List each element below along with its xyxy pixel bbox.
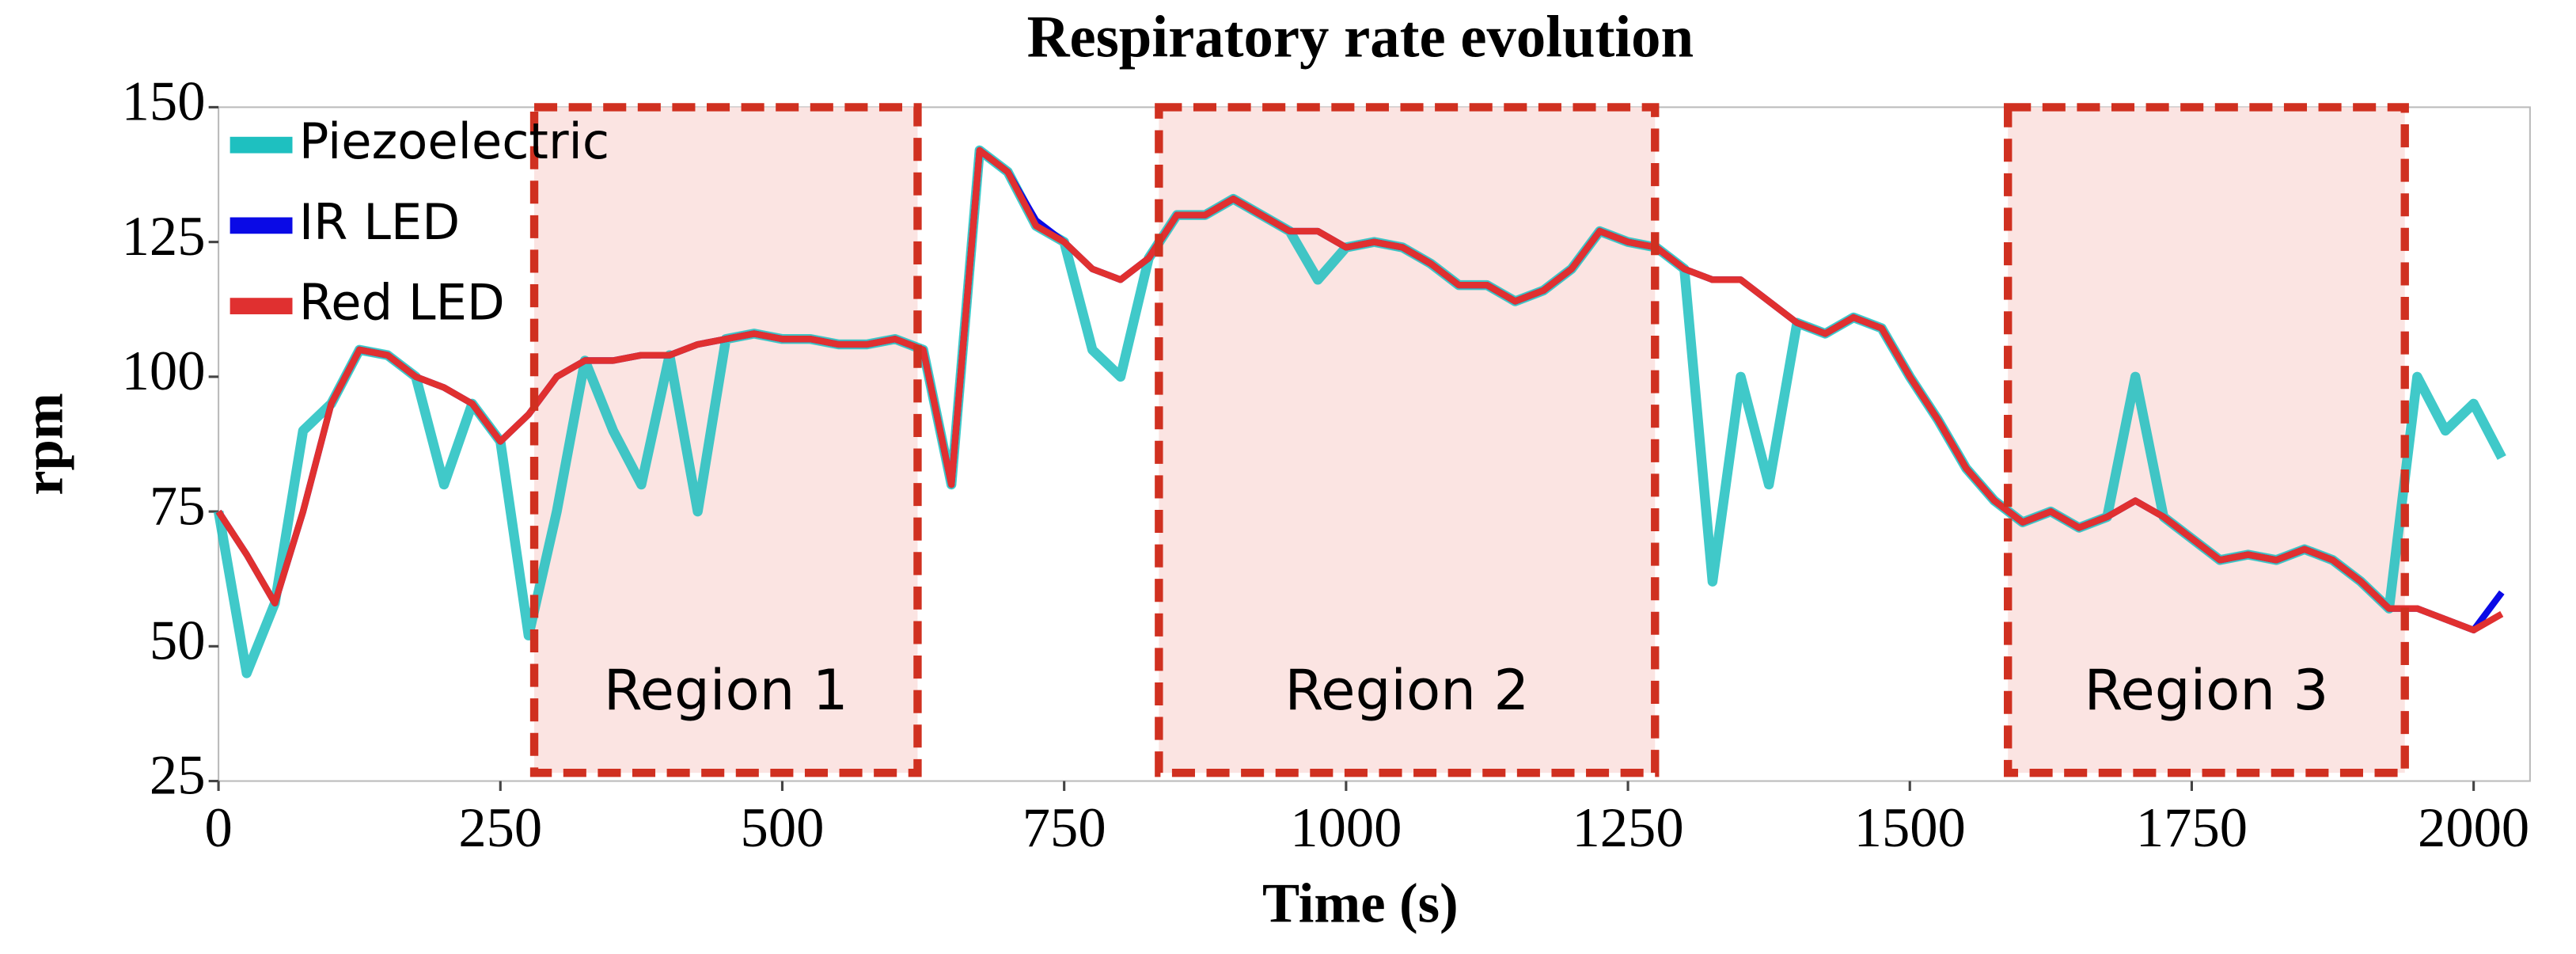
region-label: Region 1 [604,657,848,723]
region-box [534,107,918,773]
region-outline [529,103,922,777]
region-box [1159,107,1656,773]
legend-swatch [230,136,293,154]
x-tick-label: 750 [1022,797,1106,859]
x-tick-label: 1500 [1854,797,1966,859]
legend-label: Piezoelectric [299,112,609,170]
y-tick-label: 125 [122,206,206,268]
x-tick-label: 250 [458,797,542,859]
legend-swatch [230,217,293,234]
y-tick-label: 50 [150,610,206,672]
region-label: Region 2 [1284,657,1529,723]
series-line [215,146,2504,634]
y-axis-label: rpm [13,393,74,495]
x-tick-label: 1250 [1572,797,1683,859]
x-tick-label: 1750 [2136,797,2248,859]
y-tick-label: 100 [122,340,206,402]
y-tick-label: 75 [150,475,206,537]
legend-swatch [230,298,293,314]
y-tick-label: 25 [150,745,206,807]
x-tick-label: 1000 [1290,797,1402,859]
region-outline [1155,103,1660,777]
x-tick-label: 0 [204,797,232,859]
region-box [2008,107,2405,773]
x-axis-label: Time (s) [1262,873,1459,935]
legend-label: Red LED [299,274,505,332]
x-tick-label: 2000 [2418,797,2529,859]
chart-title: Respiratory rate evolution [1027,5,1694,70]
y-tick-label: 150 [122,71,206,133]
x-tick-label: 500 [741,797,825,859]
legend-label: IR LED [299,193,460,251]
region-label: Region 3 [2084,657,2328,723]
region-outline [2004,103,2409,777]
